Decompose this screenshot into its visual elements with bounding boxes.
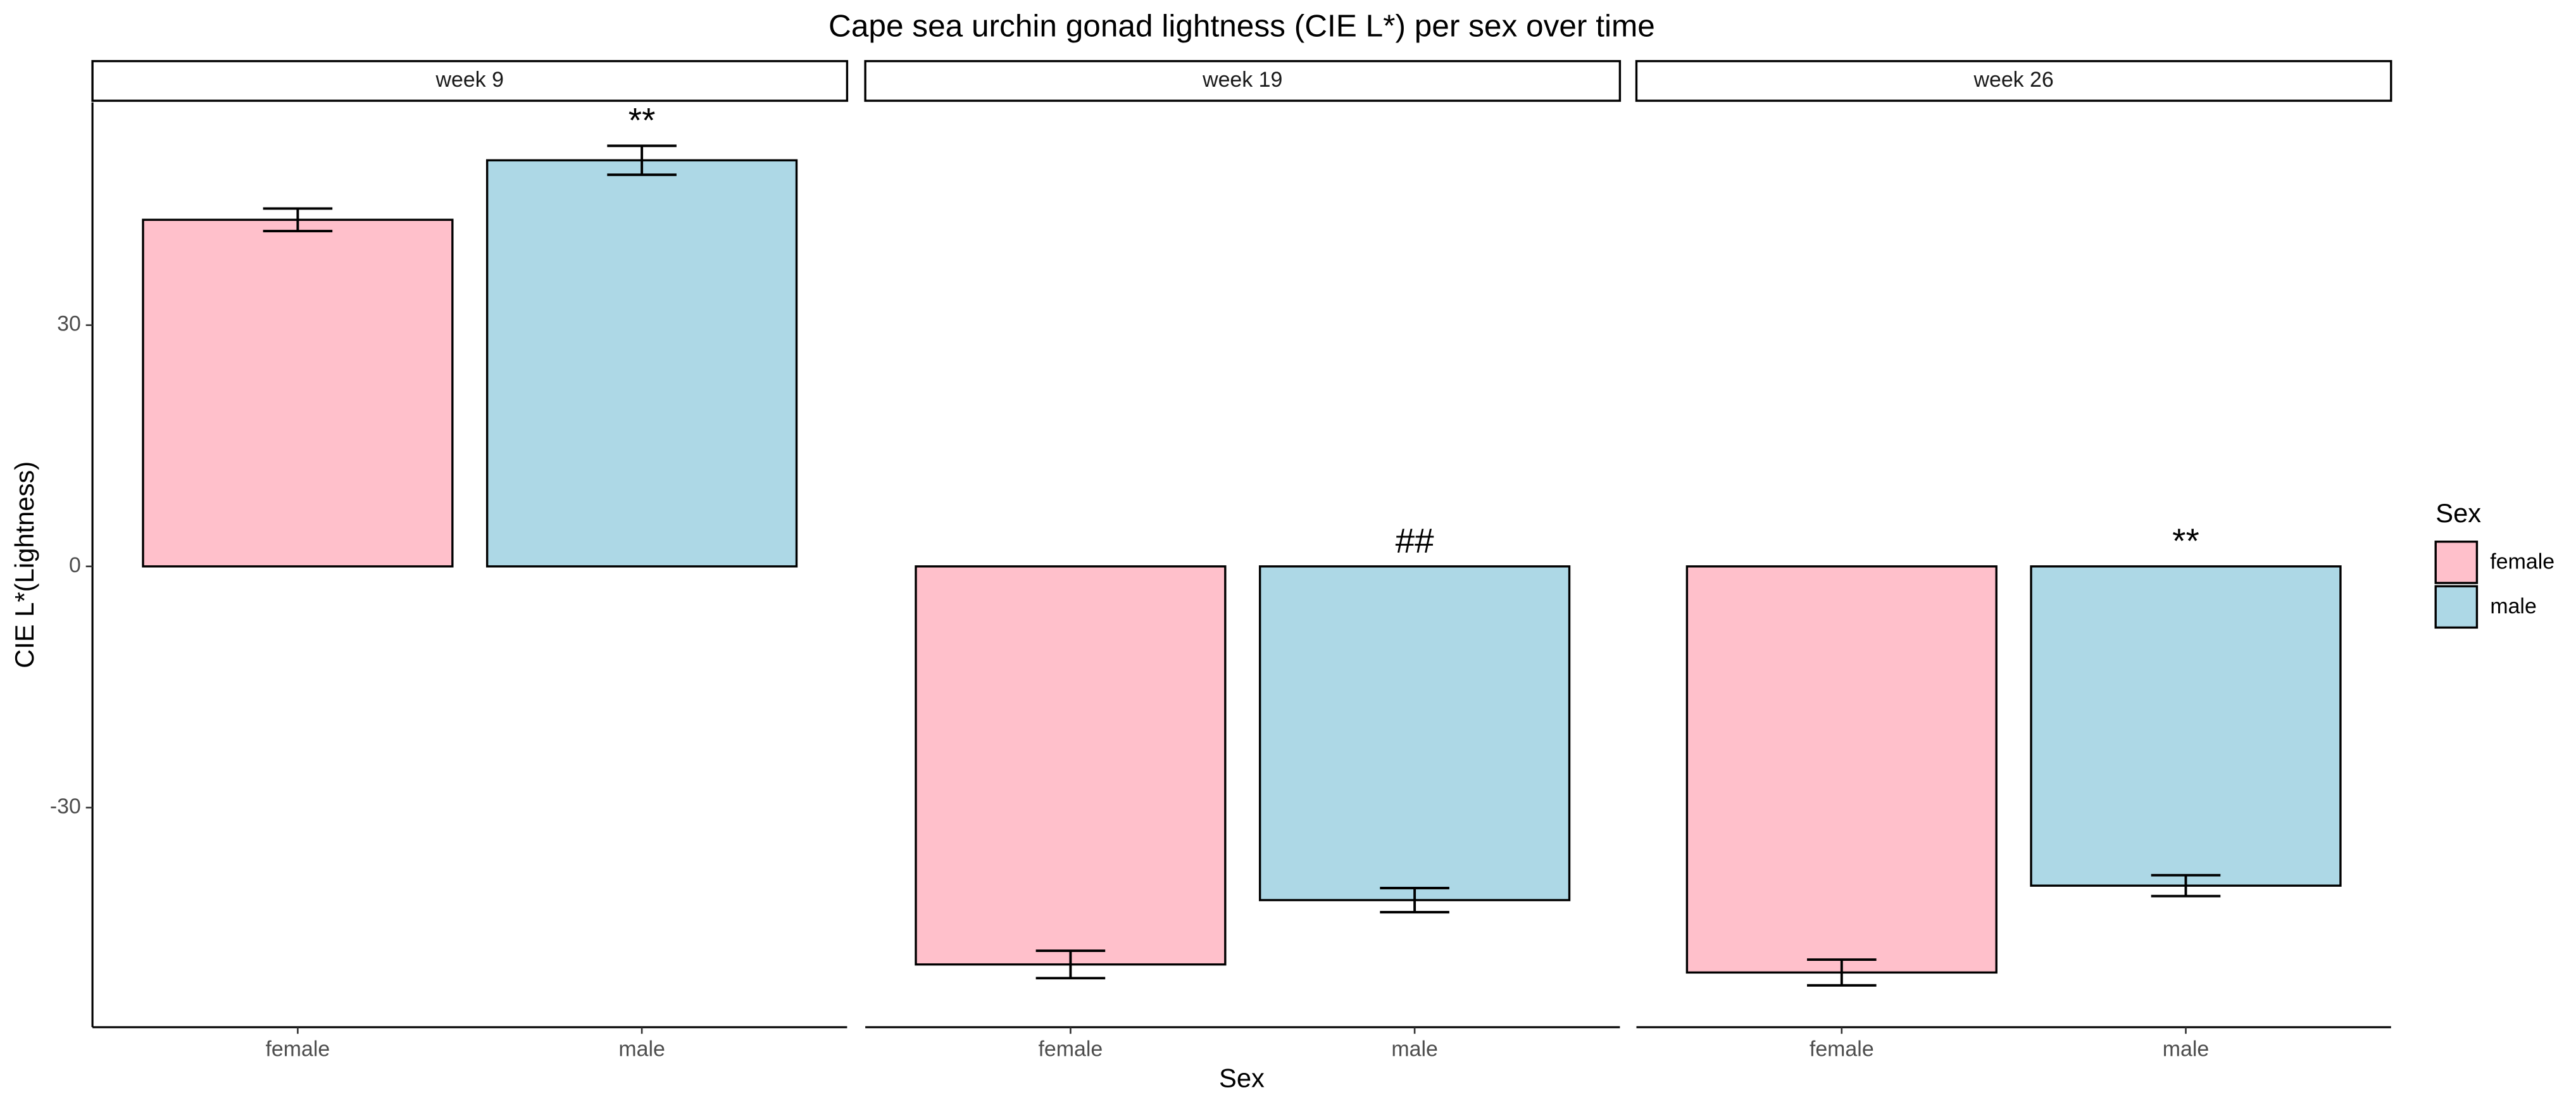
error-bar <box>1380 887 1449 914</box>
error-bar <box>1035 949 1106 980</box>
x-tick-label: female <box>1039 1037 1103 1061</box>
legend-key <box>2434 585 2479 629</box>
bar <box>142 218 454 568</box>
error-bar <box>1807 958 1877 987</box>
y-axis-label: CIE L*(Lightness) <box>9 461 39 668</box>
bar <box>1685 565 1998 974</box>
bar <box>2030 565 2342 887</box>
facet-label: week 26 <box>1973 68 2053 92</box>
x-tick-label: male <box>1391 1037 1438 1061</box>
legend-key <box>2434 541 2479 584</box>
y-tick-label: 0 <box>69 553 81 577</box>
legend-label: female <box>2490 550 2554 574</box>
legend-label: male <box>2490 594 2537 618</box>
error-bar <box>2151 873 2221 898</box>
y-tick-label: -30 <box>50 794 81 818</box>
legend-title: Sex <box>2435 498 2481 528</box>
x-axis-label: Sex <box>1219 1063 1265 1093</box>
facet-label: week 9 <box>435 68 504 92</box>
facet-strip <box>864 59 1622 102</box>
bar <box>1258 565 1571 901</box>
bar <box>915 565 1227 966</box>
facet-strip <box>91 59 849 102</box>
x-tick-label: female <box>1810 1037 1874 1061</box>
error-bar <box>607 144 677 177</box>
x-tick-label: male <box>618 1037 665 1061</box>
significance-label: ## <box>1396 521 1434 560</box>
facet-strip <box>1635 59 2392 102</box>
significance-label: ** <box>628 100 656 139</box>
bar <box>485 159 798 568</box>
x-tick-label: female <box>266 1037 330 1061</box>
x-tick-label: male <box>2163 1037 2210 1061</box>
chart-title: Cape sea urchin gonad lightness (CIE L*)… <box>828 8 1655 43</box>
significance-label: ** <box>2172 521 2199 560</box>
error-bar <box>263 207 333 233</box>
facet-label: week 19 <box>1202 68 1282 92</box>
y-tick-label: 30 <box>57 312 81 336</box>
